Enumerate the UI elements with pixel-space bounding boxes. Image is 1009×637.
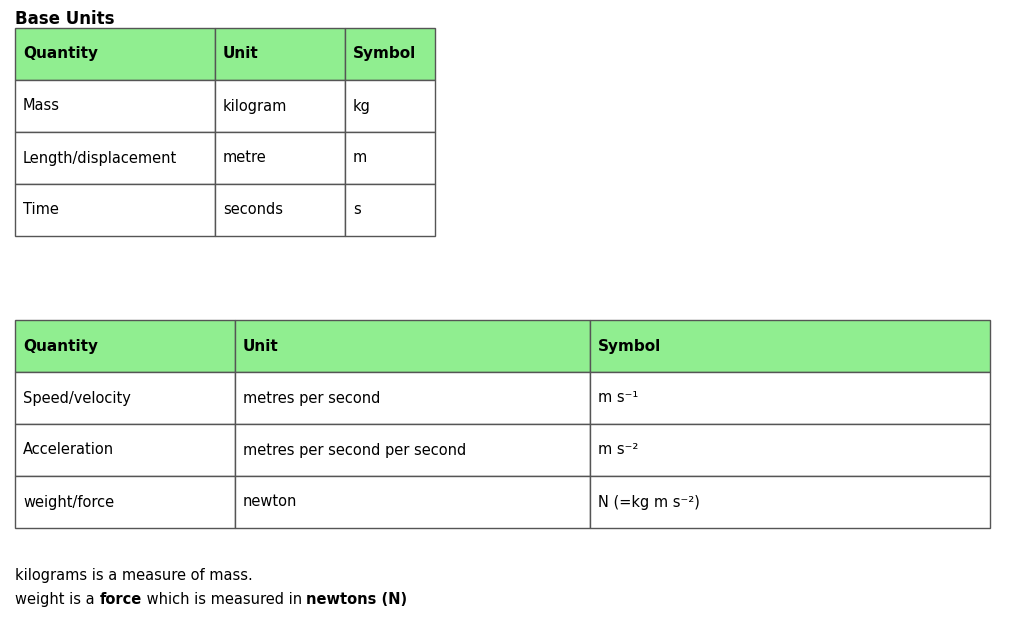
Text: kilograms is a measure of mass.: kilograms is a measure of mass.	[15, 568, 252, 583]
Text: m s⁻²: m s⁻²	[598, 443, 639, 457]
Text: seconds: seconds	[223, 203, 283, 217]
Text: metres per second: metres per second	[243, 390, 380, 406]
Text: newtons (N): newtons (N)	[307, 592, 408, 607]
Text: m s⁻¹: m s⁻¹	[598, 390, 639, 406]
Text: weight/force: weight/force	[23, 494, 114, 510]
Text: Length/displacement: Length/displacement	[23, 150, 178, 166]
Text: Quantity: Quantity	[23, 338, 98, 354]
Text: weight is a: weight is a	[15, 592, 99, 607]
Text: Quantity: Quantity	[23, 47, 98, 62]
Text: Time: Time	[23, 203, 59, 217]
Text: force: force	[99, 592, 141, 607]
Text: N (=kg m s⁻²): N (=kg m s⁻²)	[598, 494, 700, 510]
Text: Unit: Unit	[223, 47, 258, 62]
Text: kilogram: kilogram	[223, 99, 288, 113]
Text: Unit: Unit	[243, 338, 278, 354]
Text: metres per second per second: metres per second per second	[243, 443, 466, 457]
Text: Speed/velocity: Speed/velocity	[23, 390, 131, 406]
Text: Symbol: Symbol	[598, 338, 661, 354]
Text: m: m	[353, 150, 367, 166]
Text: s: s	[353, 203, 361, 217]
Text: Acceleration: Acceleration	[23, 443, 114, 457]
Text: kg: kg	[353, 99, 371, 113]
Text: newton: newton	[243, 494, 298, 510]
Text: which is measured in: which is measured in	[141, 592, 307, 607]
Text: metre: metre	[223, 150, 266, 166]
Text: Mass: Mass	[23, 99, 60, 113]
Text: Symbol: Symbol	[353, 47, 417, 62]
Text: Base Units: Base Units	[15, 10, 114, 28]
